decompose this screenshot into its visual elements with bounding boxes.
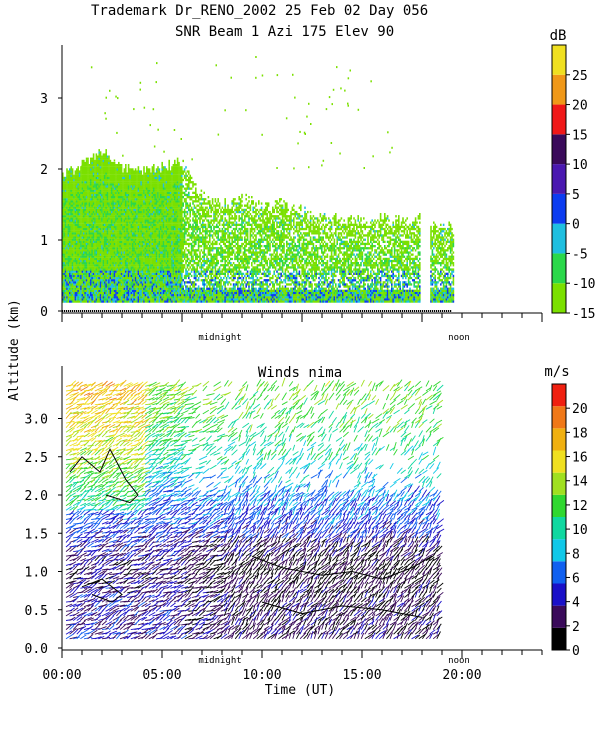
wind-colorbar-tick-label: 0: [572, 644, 580, 659]
wind-colorbar-segment: [552, 472, 566, 495]
wind-x-tick-label: 10:00: [242, 668, 281, 683]
snr-colorbar-segment: [552, 283, 566, 313]
wind-colorbar-segment: [552, 517, 566, 540]
wind-colorbar-tick-label: 2: [572, 620, 580, 635]
snr-colorbar-segment: [552, 134, 566, 165]
snr-colorbar-segment: [552, 164, 566, 194]
altitude-axis-label: Altitude (km): [7, 299, 22, 401]
snr-colorbar-tick-label: 25: [572, 69, 588, 84]
wind-y-tick-label: 3.0: [25, 413, 48, 428]
wind-colorbar-segment: [552, 384, 566, 407]
snr-colorbar-segment: [552, 104, 566, 135]
wind-y-tick-label: 2.0: [25, 489, 48, 504]
snr-colorbar-tick-label: 5: [572, 188, 580, 203]
snr-colorbar-segment: [552, 223, 566, 254]
wind-x-tick-label: 00:00: [42, 668, 81, 683]
wind-colorbar-segment: [552, 450, 566, 473]
wind-colorbar-tick-label: 14: [572, 475, 588, 490]
wind-colorbar-tick-label: 8: [572, 547, 580, 562]
wind-colorbar-tick-label: 12: [572, 499, 588, 514]
wind-colorbar-segment: [552, 539, 566, 562]
snr-y-tick-label: 3: [40, 92, 48, 107]
snr-colorbar-segment: [552, 253, 566, 284]
snr-colorbar-segment: [552, 74, 566, 105]
wind-x-tick-label: 05:00: [142, 668, 181, 683]
wind-y-tick-label: 0.5: [25, 604, 48, 619]
wind-colorbar-tick-label: 6: [572, 571, 580, 586]
wind-colorbar-segment: [552, 627, 566, 650]
snr-colorbar-tick-label: -15: [572, 307, 595, 322]
snr-colorbar-segment: [552, 193, 566, 224]
snr-colorbar-tick-label: -5: [572, 247, 588, 262]
wind-colorbar-frame: [551, 383, 567, 651]
wind-colorbar-segment: [552, 494, 566, 517]
wind-colorbar-tick-label: 10: [572, 523, 588, 538]
wind-colorbar-tick-label: 16: [572, 451, 588, 466]
wind-y-tick-label: 1.5: [25, 527, 48, 542]
figure-title-line2: SNR Beam 1 Azi 175 Elev 90: [175, 24, 395, 40]
snr-y-tick-label: 1: [40, 234, 48, 249]
wind-panel-title: Winds nima: [258, 365, 342, 381]
snr-heatmap: [62, 56, 455, 312]
wind-y-tick-label: 1.0: [25, 566, 48, 581]
wind-x-label: Time (UT): [265, 683, 335, 698]
snr-colorbar-frame: [551, 44, 567, 314]
snr-colorbar-tick-label: -10: [572, 277, 595, 292]
snr-colorbar-unit: dB: [550, 28, 567, 44]
wind-colorbar-tick-label: 18: [572, 426, 588, 441]
wind-colorbar-tick-label: 4: [572, 596, 580, 611]
snr-colorbar-tick-label: 10: [572, 158, 588, 173]
snr-marker-midnight: midnight: [198, 333, 241, 343]
wind-marker-midnight: midnight: [198, 656, 241, 666]
wind-colorbar-segment: [552, 605, 566, 628]
snr-y-tick-label: 0: [40, 305, 48, 320]
wind-colorbar-segment: [552, 583, 566, 606]
snr-y-tick-label: 2: [40, 163, 48, 178]
figure-title-line1: Trademark Dr_RENO_2002 25 Feb 02 Day 056: [91, 3, 429, 19]
snr-colorbar-tick-label: 0: [572, 218, 580, 233]
wind-y-tick-label: 2.5: [25, 451, 48, 466]
snr-marker-noon: noon: [448, 333, 470, 343]
wind-barbs: [65, 377, 445, 640]
wind-colorbar-unit: m/s: [544, 364, 569, 380]
wind-x-tick-label: 20:00: [442, 668, 481, 683]
wind-y-tick-label: 0.0: [25, 642, 48, 657]
wind-marker-noon: noon: [448, 656, 470, 666]
snr-colorbar-tick-label: 20: [572, 99, 588, 114]
wind-colorbar-segment: [552, 428, 566, 451]
snr-colorbar-segment: [552, 45, 566, 75]
wind-colorbar-segment: [552, 406, 566, 429]
wind-x-tick-label: 15:00: [342, 668, 381, 683]
snr-colorbar-tick-label: 15: [572, 128, 588, 143]
wind-colorbar-tick-label: 20: [572, 402, 588, 417]
wind-colorbar-segment: [552, 561, 566, 584]
